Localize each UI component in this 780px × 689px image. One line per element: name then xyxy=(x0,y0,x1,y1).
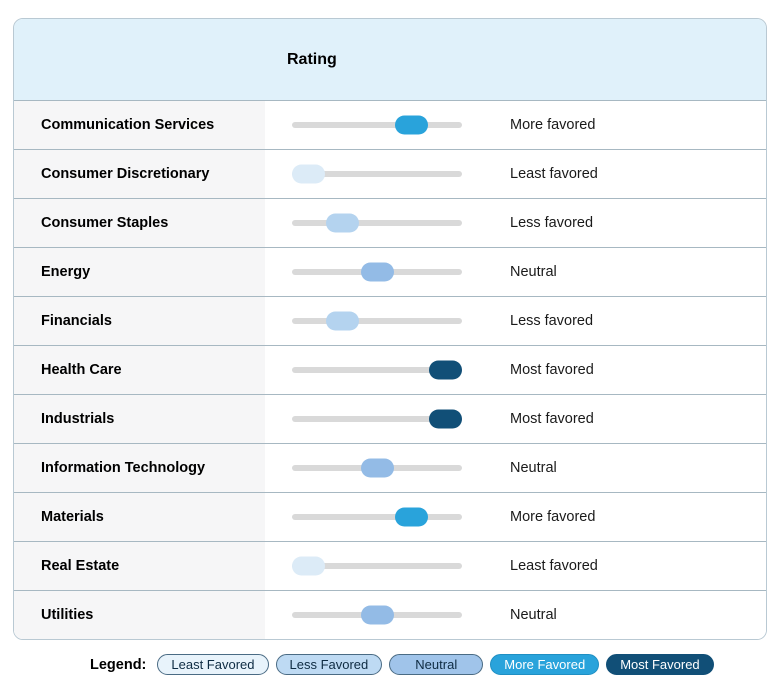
sector-name: Financials xyxy=(14,297,265,345)
rating-value-label: Less favored xyxy=(510,215,594,231)
sector-name: Information Technology xyxy=(14,444,265,492)
table-row: Industrials Most favored xyxy=(14,394,766,443)
rating-slider-track xyxy=(292,458,462,478)
rating-slider-track xyxy=(292,360,462,380)
rating-slider-thumb xyxy=(360,605,394,625)
rating-slider-track xyxy=(292,262,462,282)
rating-slider-cell xyxy=(265,297,510,345)
legend-pill: Less Favored xyxy=(275,654,383,675)
rating-slider-thumb xyxy=(326,311,360,331)
legend-pill: Least Favored xyxy=(157,654,269,675)
rating-slider-cell xyxy=(265,150,510,198)
table-row: Health Care Most favored xyxy=(14,345,766,394)
rating-slider-thumb xyxy=(394,507,428,527)
rating-slider-cell xyxy=(265,542,510,590)
rating-slider-thumb xyxy=(429,409,462,429)
table-row: Financials Less favored xyxy=(14,296,766,345)
rating-slider-track xyxy=(292,409,462,429)
rating-value-label: Least favored xyxy=(510,166,598,182)
rating-slider-track xyxy=(292,311,462,331)
table-row: Consumer Staples Less favored xyxy=(14,198,766,247)
legend: Legend: Least Favored Less Favored Neutr… xyxy=(0,654,780,675)
rating-slider-track xyxy=(292,213,462,233)
rating-slider-cell xyxy=(265,395,510,443)
table-row: Real Estate Least favored xyxy=(14,541,766,590)
rating-value-label: More favored xyxy=(510,117,596,133)
legend-pill: Most Favored xyxy=(606,654,714,675)
table-row: Communication Services More favored xyxy=(14,100,766,149)
legend-pill: More Favored xyxy=(490,654,600,675)
table-row: Energy Neutral xyxy=(14,247,766,296)
rating-slider-cell xyxy=(265,493,510,541)
table-row: Information Technology Neutral xyxy=(14,443,766,492)
sector-name: Energy xyxy=(14,248,265,296)
rating-slider-cell xyxy=(265,199,510,247)
rating-slider-thumb xyxy=(292,164,325,184)
sector-name: Health Care xyxy=(14,346,265,394)
rating-value-label: Most favored xyxy=(510,411,594,427)
sector-name: Industrials xyxy=(14,395,265,443)
sector-name: Real Estate xyxy=(14,542,265,590)
sector-name: Communication Services xyxy=(14,101,265,149)
rating-slider-track xyxy=(292,605,462,625)
rating-slider-cell xyxy=(265,591,510,639)
table-row: Consumer Discretionary Least favored xyxy=(14,149,766,198)
sector-name: Utilities xyxy=(14,591,265,639)
rating-slider-thumb xyxy=(394,115,428,135)
rating-slider-track xyxy=(292,556,462,576)
sector-rating-table: Rating Communication Services More favor… xyxy=(13,18,767,640)
table-row: Materials More favored xyxy=(14,492,766,541)
rating-slider-thumb xyxy=(360,262,394,282)
legend-pill: Neutral xyxy=(389,654,484,675)
rating-column-header: Rating xyxy=(287,50,337,68)
rating-slider-thumb xyxy=(326,213,360,233)
rating-slider-cell xyxy=(265,444,510,492)
table-row: Utilities Neutral xyxy=(14,590,766,639)
rating-value-label: Least favored xyxy=(510,558,598,574)
sector-name: Consumer Staples xyxy=(14,199,265,247)
rating-value-label: Most favored xyxy=(510,362,594,378)
rating-slider-track xyxy=(292,164,462,184)
rating-slider-cell xyxy=(265,101,510,149)
rating-slider-track xyxy=(292,115,462,135)
sector-name: Materials xyxy=(14,493,265,541)
rating-value-label: Neutral xyxy=(510,264,557,280)
rating-slider-thumb xyxy=(429,360,462,380)
rating-slider-track xyxy=(292,507,462,527)
legend-label: Legend: xyxy=(90,656,147,673)
rating-value-label: Neutral xyxy=(510,607,557,623)
rating-value-label: More favored xyxy=(510,509,596,525)
table-body: Communication Services More favored Cons… xyxy=(14,100,766,639)
rating-slider-thumb xyxy=(292,556,325,576)
rating-value-label: Less favored xyxy=(510,313,594,329)
rating-slider-thumb xyxy=(360,458,394,478)
rating-slider-cell xyxy=(265,248,510,296)
sector-name: Consumer Discretionary xyxy=(14,150,265,198)
table-header: Rating xyxy=(14,19,766,100)
rating-slider-cell xyxy=(265,346,510,394)
rating-value-label: Neutral xyxy=(510,460,557,476)
